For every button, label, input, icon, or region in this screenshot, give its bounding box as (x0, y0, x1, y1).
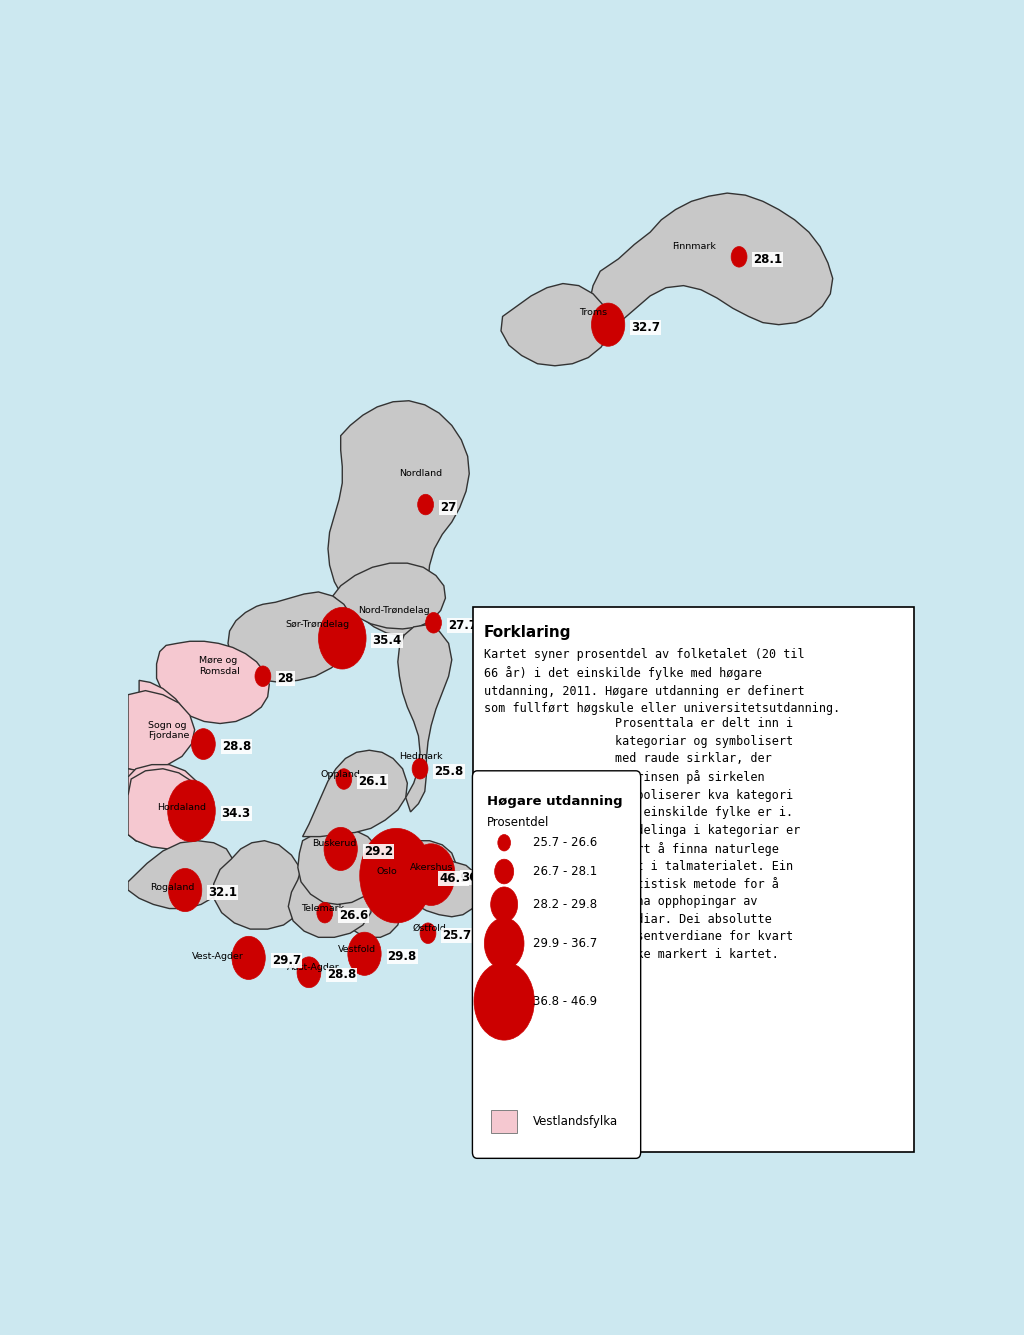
Polygon shape (397, 625, 452, 812)
Text: 34.3: 34.3 (221, 808, 251, 820)
Circle shape (498, 834, 511, 850)
Text: 26.7 - 28.1: 26.7 - 28.1 (532, 865, 597, 878)
Polygon shape (214, 841, 306, 929)
Text: Oslo: Oslo (377, 866, 397, 876)
Polygon shape (128, 681, 189, 770)
Text: Vest-Agder: Vest-Agder (191, 952, 244, 961)
Text: Oppland: Oppland (321, 770, 359, 780)
Circle shape (169, 869, 202, 912)
Circle shape (412, 758, 428, 780)
Circle shape (420, 922, 436, 944)
Polygon shape (228, 591, 355, 682)
Circle shape (426, 613, 441, 633)
Text: Prosenttala er delt inn i
kategoriar og symbolisert
med raude sirklar, der
omkri: Prosenttala er delt inn i kategoriar og … (615, 717, 801, 961)
Text: Sogn og
Fjordane: Sogn og Fjordane (147, 721, 189, 741)
Polygon shape (333, 882, 401, 937)
Polygon shape (412, 861, 480, 917)
Text: 29.7: 29.7 (271, 955, 301, 967)
Text: 28.1: 28.1 (754, 254, 782, 266)
Text: 29.2: 29.2 (364, 845, 393, 858)
Polygon shape (303, 750, 408, 837)
Text: 35.4: 35.4 (373, 634, 401, 647)
Text: 36.7: 36.7 (462, 870, 490, 884)
Text: Buskerud: Buskerud (312, 840, 356, 848)
Text: Høgare utdanning: Høgare utdanning (486, 796, 623, 809)
Circle shape (168, 780, 215, 842)
Text: 28: 28 (278, 673, 294, 685)
Polygon shape (298, 828, 382, 904)
Text: Østfold: Østfold (412, 924, 446, 933)
Text: 25.7 - 26.6: 25.7 - 26.6 (532, 836, 597, 849)
Polygon shape (128, 690, 195, 770)
Circle shape (297, 957, 321, 988)
Polygon shape (289, 860, 373, 937)
Circle shape (336, 769, 352, 789)
Text: Sør-Trøndelag: Sør-Trøndelag (285, 621, 349, 629)
Polygon shape (331, 563, 445, 629)
Text: 27: 27 (440, 501, 456, 514)
FancyBboxPatch shape (492, 1109, 517, 1132)
Text: Nordland: Nordland (399, 469, 442, 478)
Polygon shape (379, 850, 414, 882)
Text: 32.7: 32.7 (631, 320, 660, 334)
Text: 28.8: 28.8 (328, 968, 356, 981)
Text: Aust-Agder: Aust-Agder (287, 963, 340, 972)
Text: 27.7: 27.7 (447, 619, 477, 631)
Text: Forklaring: Forklaring (483, 625, 571, 639)
Circle shape (474, 963, 535, 1040)
Text: 28.8: 28.8 (221, 740, 251, 753)
Text: Vestfold: Vestfold (338, 945, 377, 955)
Circle shape (418, 494, 433, 515)
Circle shape (324, 828, 357, 870)
Text: 25.8: 25.8 (434, 765, 464, 778)
Polygon shape (380, 841, 457, 904)
Circle shape (495, 860, 514, 884)
Text: Telemark: Telemark (301, 904, 344, 913)
Text: Prosentdel: Prosentdel (486, 816, 549, 829)
Circle shape (592, 303, 625, 346)
Text: 28.2 - 29.8: 28.2 - 29.8 (532, 898, 597, 910)
Polygon shape (128, 841, 232, 909)
Circle shape (318, 607, 367, 669)
Circle shape (191, 729, 215, 760)
Polygon shape (501, 283, 610, 366)
Circle shape (232, 936, 265, 980)
Circle shape (348, 932, 381, 976)
Circle shape (484, 917, 524, 969)
Text: Hordaland: Hordaland (158, 804, 207, 812)
Text: 46.9: 46.9 (439, 872, 468, 885)
Text: Møre og
Romsdal: Møre og Romsdal (200, 657, 241, 676)
Text: Hedmark: Hedmark (399, 752, 443, 761)
Circle shape (731, 247, 748, 267)
Text: 26.6: 26.6 (339, 909, 369, 922)
Circle shape (359, 828, 433, 922)
Text: 36.8 - 46.9: 36.8 - 46.9 (532, 995, 597, 1008)
Text: 26.1: 26.1 (358, 776, 387, 788)
Text: 29.8: 29.8 (387, 951, 417, 963)
Circle shape (316, 902, 333, 922)
Polygon shape (328, 400, 469, 635)
FancyBboxPatch shape (473, 607, 913, 1152)
Polygon shape (128, 769, 198, 845)
Text: Finnmark: Finnmark (673, 242, 716, 251)
Text: Nord-Trøndelag: Nord-Trøndelag (358, 606, 430, 615)
Text: Troms: Troms (579, 308, 607, 316)
Text: Akershus: Akershus (410, 862, 454, 872)
Text: Rogaland: Rogaland (151, 884, 195, 893)
Polygon shape (128, 769, 204, 849)
Text: Kartet syner prosentdel av folketalet (20 til
66 år) i det einskilde fylke med h: Kartet syner prosentdel av folketalet (2… (483, 649, 840, 716)
Text: 29.9 - 36.7: 29.9 - 36.7 (532, 937, 597, 951)
Text: 25.7: 25.7 (442, 929, 471, 943)
Circle shape (255, 666, 270, 686)
Polygon shape (157, 641, 269, 724)
Circle shape (408, 844, 455, 905)
Text: 32.1: 32.1 (208, 886, 238, 900)
Circle shape (490, 886, 518, 922)
Polygon shape (590, 194, 833, 346)
FancyBboxPatch shape (472, 770, 641, 1159)
Polygon shape (128, 765, 201, 845)
Text: Vestlandsfylka: Vestlandsfylka (532, 1115, 617, 1128)
